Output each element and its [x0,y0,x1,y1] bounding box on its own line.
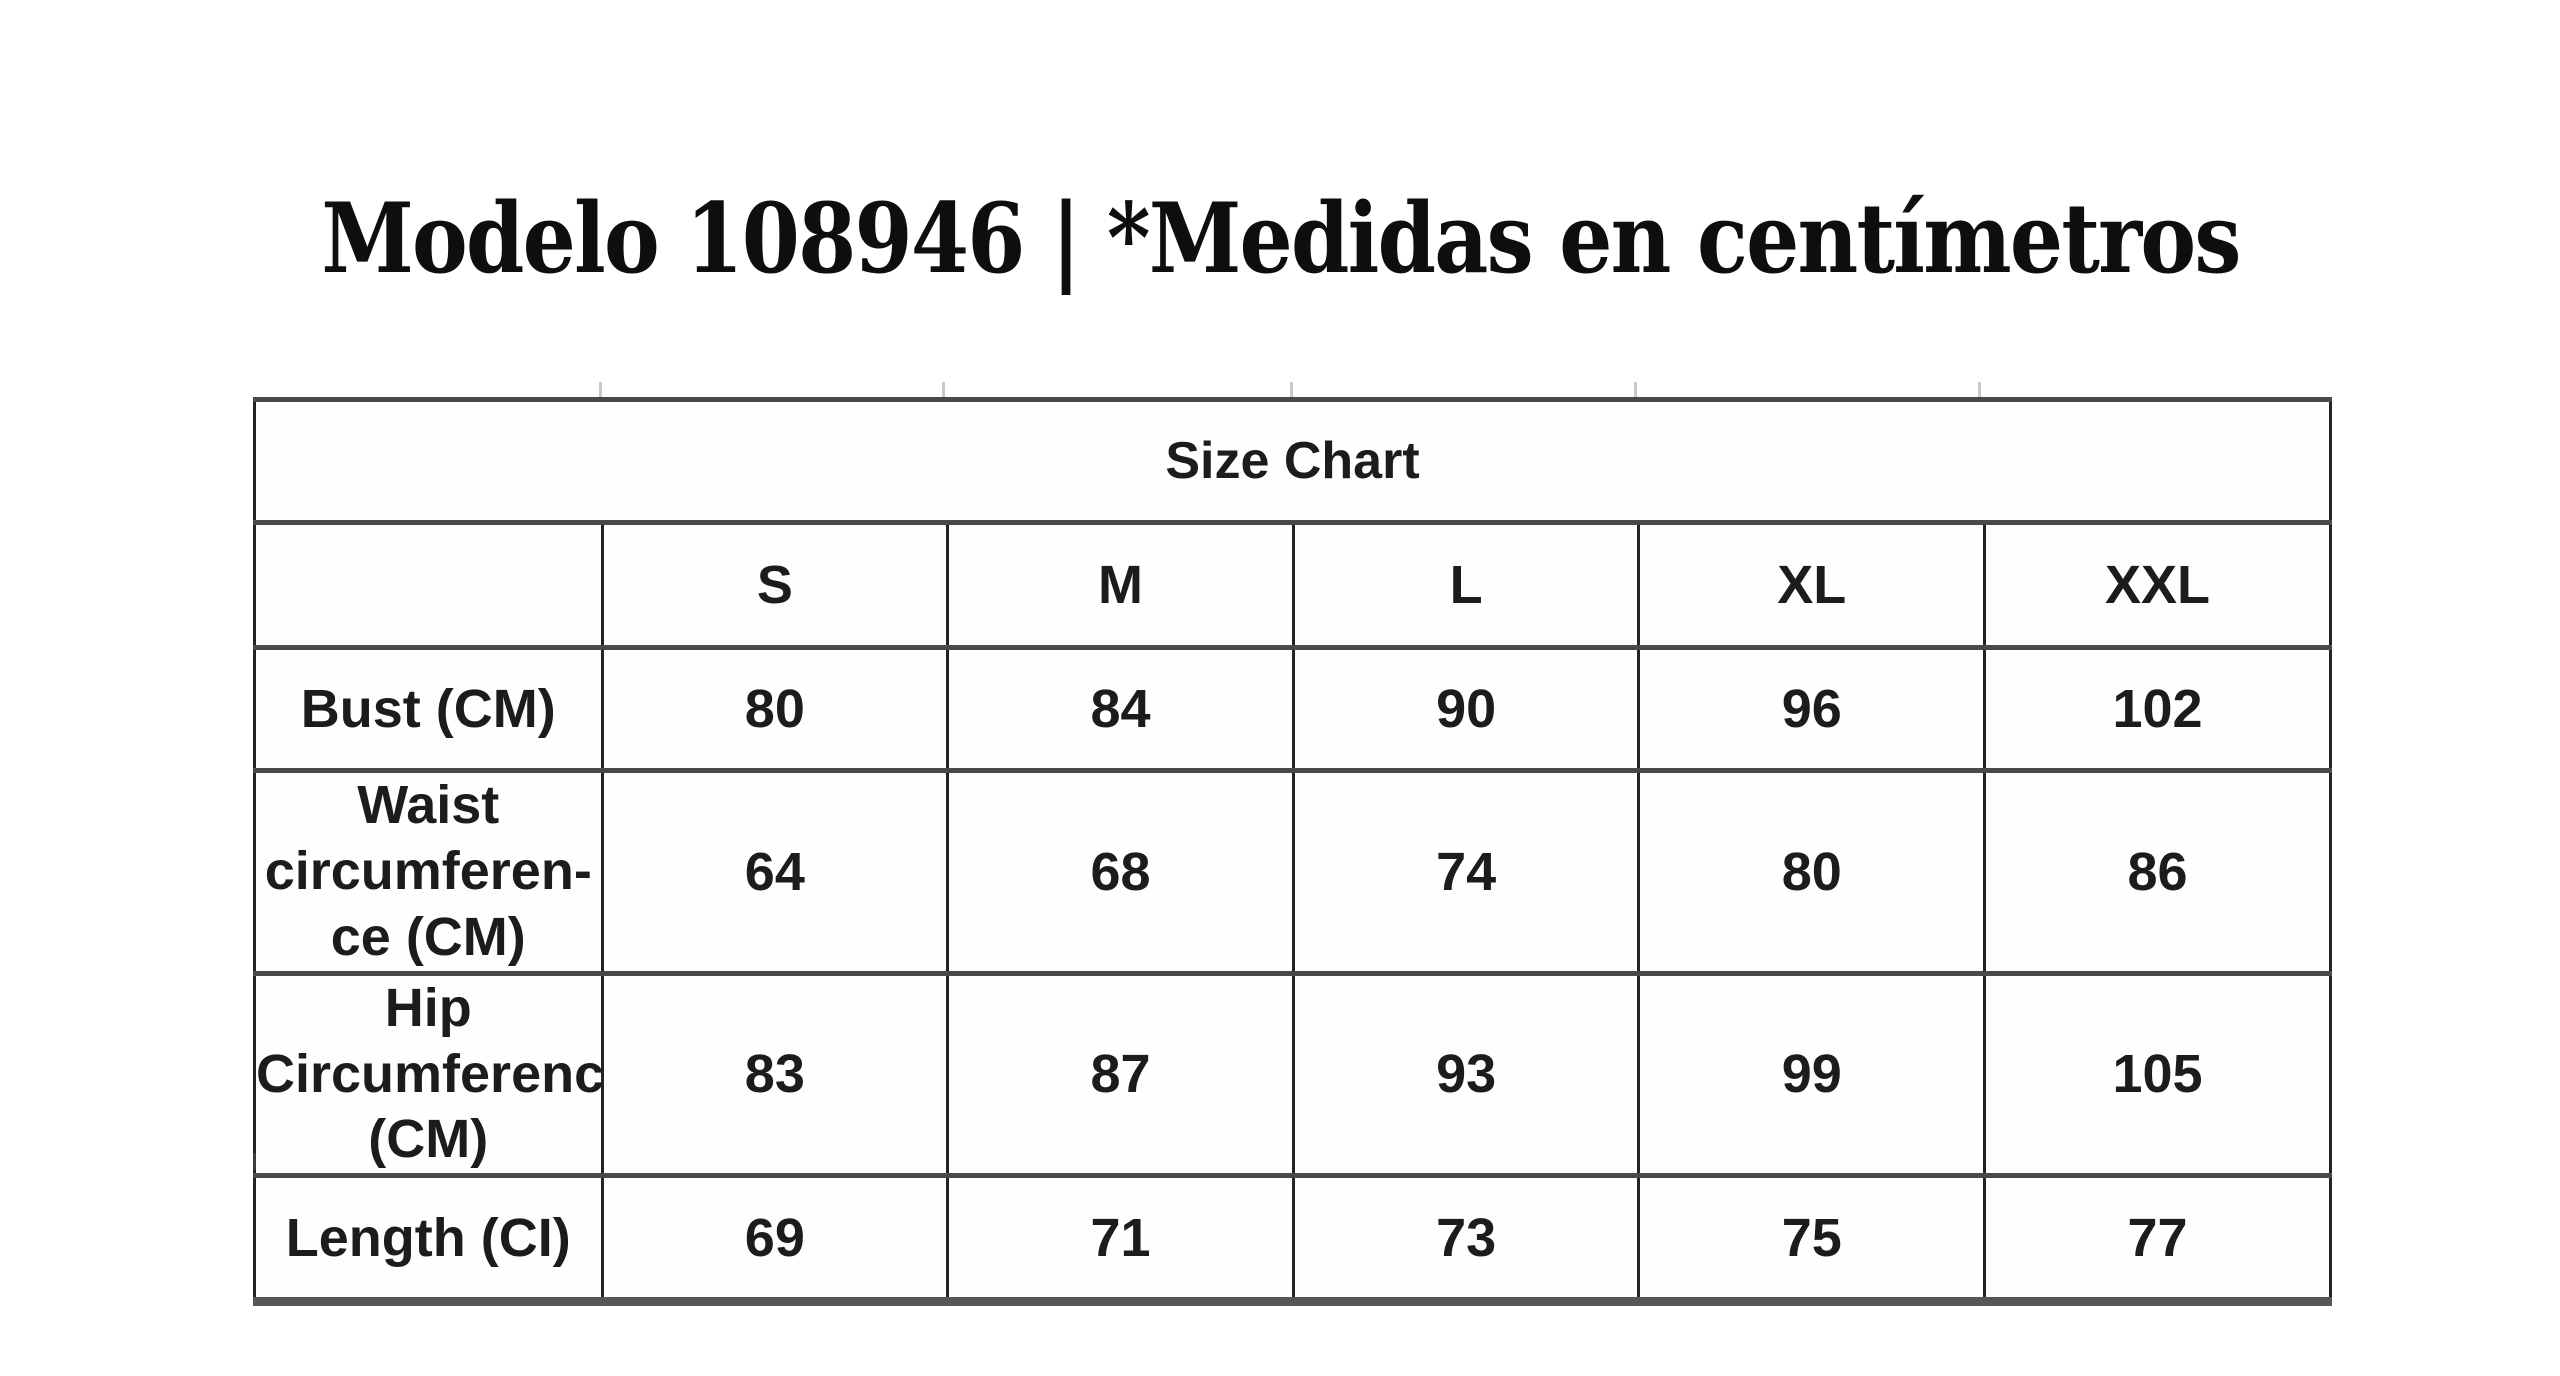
table-title-row: Size Chart [253,397,2332,525]
page-title-text: Modelo 108946 | *Medidas en centímetros [320,182,2241,295]
cropped-gridline-tick [599,382,602,397]
value-cell: 69 [600,1173,950,1305]
value-cell: 75 [1637,1173,1987,1305]
column-header-xl: XL [1637,520,1987,650]
table-row-waist: Waist circumferen- ce (CM) 64 68 74 80 8… [253,768,2332,976]
column-header-s: S [600,520,950,650]
cropped-gridline-tick [1978,382,1981,397]
table-row-length: Length (CI) 69 71 73 75 77 [253,1173,2332,1305]
row-label-waist: Waist circumferen- ce (CM) [253,768,604,976]
value-cell: 74 [1291,768,1641,976]
size-chart-title: Size Chart [253,397,2332,525]
row-label-length: Length (CI) [253,1173,604,1305]
row-label-bust: Bust (CM) [253,645,604,773]
cropped-gridline-tick [1290,382,1293,397]
value-cell: 73 [1291,1173,1641,1305]
value-cell: 105 [1983,970,2332,1179]
value-cell: 90 [1291,645,1641,773]
page-title: Modelo 108946 | *Medidas en centímetros [0,186,2560,292]
table-row-bust: Bust (CM) 80 84 90 96 102 [253,645,2332,773]
value-cell: 68 [946,768,1295,976]
corner-cell [253,520,604,650]
cropped-gridline-tick [942,382,945,397]
value-cell: 64 [600,768,950,976]
row-label-hip: Hip Circumference (CM) [253,970,604,1179]
value-cell: 80 [1637,768,1987,976]
value-cell: 87 [946,970,1295,1179]
value-cell: 77 [1983,1173,2332,1305]
cropped-row-stub [253,1153,256,1170]
cropped-gridline-tick [1634,382,1637,397]
value-cell: 96 [1637,645,1987,773]
column-header-m: M [946,520,1295,650]
column-header-row: S M L XL XXL [253,520,2332,650]
value-cell: 93 [1291,970,1641,1179]
value-cell: 99 [1637,970,1987,1179]
value-cell: 80 [600,645,950,773]
value-cell: 84 [946,645,1295,773]
table-row-hip: Hip Circumference (CM) 83 87 93 99 105 [253,970,2332,1179]
column-header-l: L [1291,520,1641,650]
value-cell: 102 [1983,645,2332,773]
column-header-xxl: XXL [1983,520,2332,650]
value-cell: 86 [1983,768,2332,976]
value-cell: 71 [946,1173,1295,1305]
value-cell: 83 [600,970,950,1179]
size-chart-table: Size Chart S M L XL XXL Bust (CM) 80 84 … [253,397,2332,1307]
